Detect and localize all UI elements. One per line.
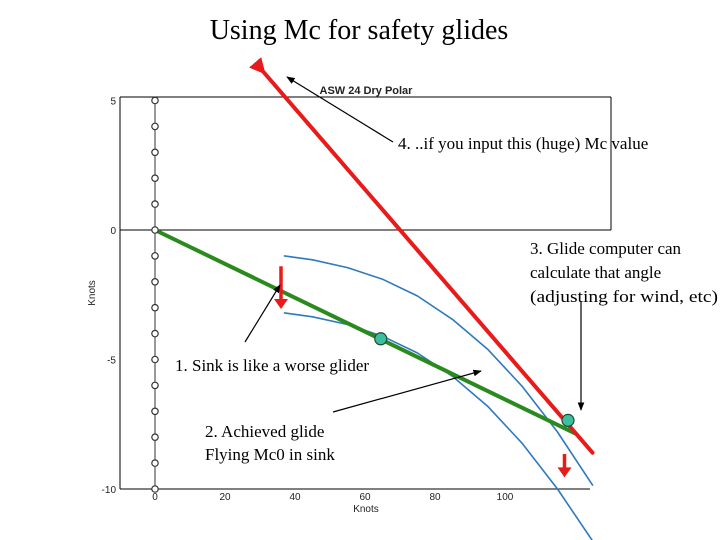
y-axis-label: Knots	[87, 280, 98, 306]
stack-dot	[151, 485, 159, 493]
stack-dot	[151, 148, 159, 157]
stack-dot	[151, 329, 159, 338]
y-tick-label: 0	[110, 226, 116, 237]
x-tick-label: 60	[359, 492, 371, 503]
plot-frame	[119, 96, 612, 490]
y-axis-ticks: 5 0 -5 -10	[102, 97, 117, 497]
y-tick-label: -5	[107, 356, 116, 367]
series-line-polar	[283, 255, 594, 486]
x-axis-ticks: 0 20 40 60 80 100	[152, 492, 514, 503]
annotation-glide-computer-line1: 3. Glide computer can	[530, 239, 682, 258]
y-tick-label: -10	[102, 485, 117, 496]
stack-dot	[151, 226, 159, 234]
stack-dot	[151, 96, 159, 105]
x-tick-label: 80	[429, 492, 441, 503]
stack-dot	[151, 407, 159, 416]
annotation-sink: 1. Sink is like a worse glider	[175, 356, 369, 375]
x-tick-label: 20	[219, 492, 231, 503]
stack-dot	[151, 381, 159, 390]
stack-dot	[151, 174, 159, 183]
marker-layer	[151, 96, 575, 493]
y-tick-label: 5	[110, 97, 116, 108]
sink-arrow	[557, 454, 572, 478]
x-tick-label: 0	[152, 492, 158, 503]
slide-title: Using Mc for safety glides	[210, 15, 509, 46]
stack-dot	[151, 303, 159, 312]
arrow-to-poor-polar	[244, 284, 281, 343]
arrow-to-mc-line	[286, 76, 394, 143]
x-tick-label: 40	[289, 492, 301, 503]
stack-dot	[151, 200, 159, 208]
sink-arrow-head	[274, 298, 288, 309]
polar-chart: ASW 24 Dry Polar 0 20 40 60 80 100 5 0 -5 -10 Kn…	[87, 57, 612, 540]
tangent-point	[561, 413, 575, 427]
stack-dot	[151, 355, 159, 364]
annotation-glide-computer-line2: calculate that angle	[530, 263, 661, 282]
sink-arrow-head	[557, 467, 572, 478]
x-tick-label: 100	[497, 492, 514, 503]
stack-dot	[151, 277, 159, 286]
annotation-arrows	[244, 76, 585, 413]
annotation-achieved-glide-line2: Flying Mc0 in sink	[205, 445, 335, 464]
sink-arrow	[274, 266, 288, 309]
x-axis-label: Knots	[353, 504, 379, 515]
series-layer	[153, 57, 595, 540]
series-line-huge-mc	[249, 57, 595, 455]
stack-dot	[151, 252, 159, 260]
chart-title: ASW 24 Dry Polar	[320, 85, 414, 97]
stack-dot	[151, 459, 159, 467]
arrow-to-achieved-glide	[332, 369, 482, 413]
series-line-polar-in-sink	[283, 312, 593, 540]
annotation-achieved-glide-line1: 2. Achieved glide	[205, 422, 324, 441]
annotation-glide-computer-line3: (adjusting for wind, etc)	[530, 287, 718, 306]
series-line-mc0-glide	[153, 228, 577, 436]
tangent-point	[374, 332, 388, 346]
stack-dot	[151, 433, 159, 442]
annotation-huge-mc: 4. ..if you input this (huge) Mc value	[398, 134, 648, 153]
stack-dot	[151, 122, 159, 131]
